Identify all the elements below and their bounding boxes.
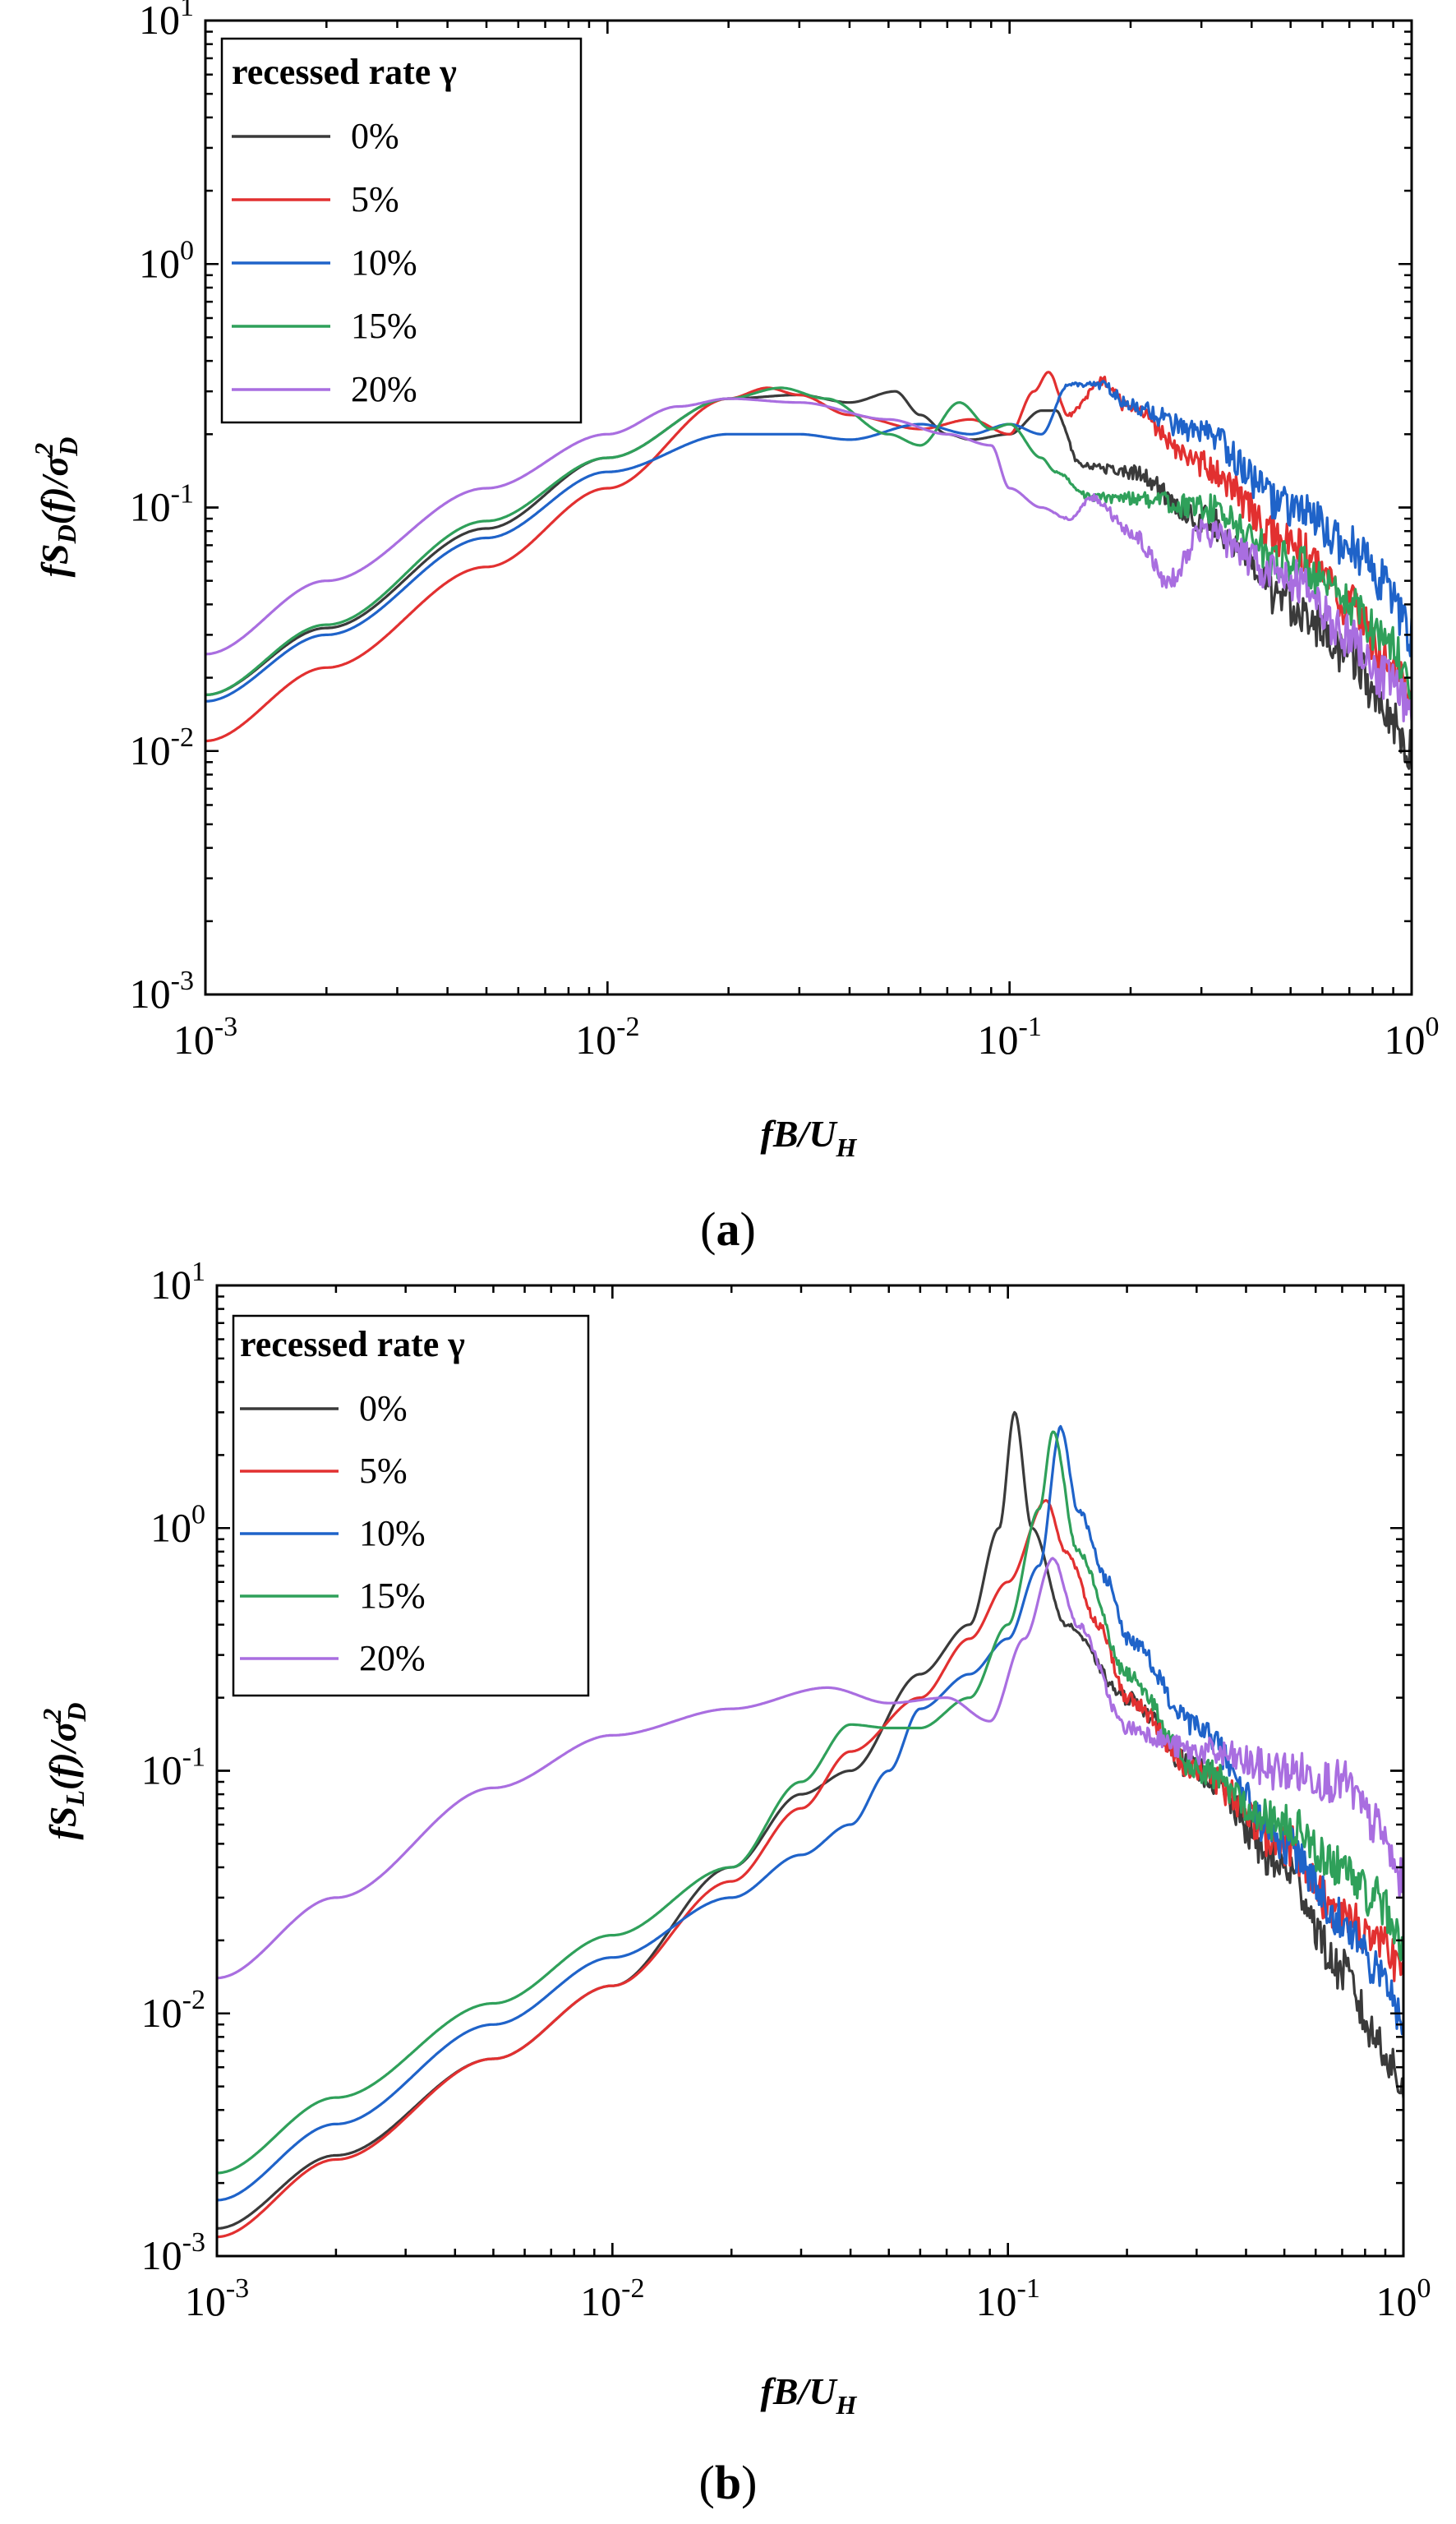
series-line-5% xyxy=(205,371,1412,743)
y-tick-label: 101 xyxy=(150,1257,205,1308)
legend-entry: 10% xyxy=(359,1513,426,1553)
legend: recessed rate γ 0% 5% 10% 15% 20% xyxy=(220,37,583,424)
x-axis-label: fB/UH xyxy=(761,2370,858,2420)
legend-entry: 15% xyxy=(359,1576,426,1616)
legend-box xyxy=(220,37,583,424)
x-axis-label: fB/UH xyxy=(761,1113,858,1162)
legend-entry: 10% xyxy=(351,242,417,283)
x-tick-label: 10-1 xyxy=(978,1012,1042,1063)
y-tick-label: 101 xyxy=(139,0,194,43)
legend-entry: 20% xyxy=(359,1638,426,1678)
y-tick-label: 10-2 xyxy=(130,722,194,773)
legend-entry: 15% xyxy=(351,306,417,346)
x-tick-label: 10-1 xyxy=(976,2273,1040,2324)
x-tick-label: 10-3 xyxy=(185,2273,249,2324)
series-line-15% xyxy=(205,386,1412,700)
chart-panel-b: 10-3 10-2 10-1 100 10-3 10-2 10-1 100 101 fB/UH… xyxy=(37,1257,1431,2509)
panel-label: (b) xyxy=(699,2456,758,2509)
legend-title: recessed rate γ xyxy=(232,52,457,92)
x-tick-label: 10-2 xyxy=(580,2273,644,2324)
series-line-10% xyxy=(217,1424,1403,2202)
y-tick-label: 100 xyxy=(150,1499,205,1550)
legend-entry: 5% xyxy=(351,179,399,219)
legend-title: recessed rate γ xyxy=(240,1324,465,1364)
x-tick-label: 100 xyxy=(1376,2273,1431,2324)
series-line-20% xyxy=(217,1557,1403,1980)
legend-entry: 5% xyxy=(359,1451,408,1491)
legend-entry: 0% xyxy=(351,116,399,156)
series-line-0% xyxy=(205,390,1412,770)
legend-box xyxy=(232,1314,590,1697)
panel-label: (a) xyxy=(700,1202,756,1256)
x-tick-label: 10-2 xyxy=(575,1012,639,1063)
legend-entry: 0% xyxy=(359,1388,408,1428)
y-tick-label: 10-3 xyxy=(141,2227,205,2278)
x-tick-label: 100 xyxy=(1385,1012,1440,1063)
y-tick-label: 10-1 xyxy=(141,1742,205,1793)
chart-panel-a: 10-3 10-2 10-1 100 10-3 10-2 10-1 100 101 fB/UH… xyxy=(29,0,1440,1256)
y-tick-label: 100 xyxy=(139,235,194,286)
legend-entry: 20% xyxy=(351,369,417,409)
x-tick-label: 10-3 xyxy=(173,1012,237,1063)
y-axis-label: fSL(f)/σ2D xyxy=(37,1702,91,1839)
y-tick-label: 10-2 xyxy=(141,1985,205,2036)
legend: recessed rate γ 0% 5% 10% 15% 20% xyxy=(232,1314,590,1697)
y-axis-label: fSD(f)/σ2D xyxy=(29,437,83,578)
series-line-15% xyxy=(217,1430,1403,2175)
y-tick-label: 10-3 xyxy=(130,966,194,1017)
y-tick-label: 10-1 xyxy=(130,479,194,530)
series-line-10% xyxy=(205,380,1412,703)
series-line-20% xyxy=(205,397,1412,722)
